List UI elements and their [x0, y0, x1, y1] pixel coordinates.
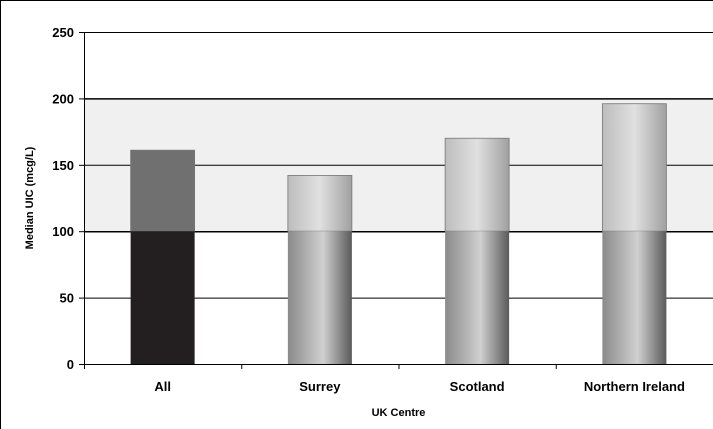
y-tick-label-200: 200 [52, 91, 74, 106]
bar-scotland-upper [444, 137, 510, 232]
y-tick-labels: 0 50 100 150 200 250 [52, 25, 74, 372]
y-tick-label-150: 150 [52, 158, 74, 173]
x-axis-title: UK Centre [372, 407, 426, 419]
bar-all-lower [130, 231, 195, 364]
bars [130, 103, 667, 364]
x-tick-label-northern-ireland: Northern Ireland [584, 379, 685, 394]
bar-surrey-upper [287, 175, 353, 232]
y-tick-label-50: 50 [60, 291, 74, 306]
axes [79, 32, 713, 369]
y-tick-label-0: 0 [67, 357, 74, 372]
bar-surrey-lower [287, 231, 352, 364]
x-tick-label-all: All [154, 379, 171, 394]
bar-scotland-lower [445, 231, 510, 364]
y-tick-label-100: 100 [52, 224, 74, 239]
y-axis-title: Median UIC (mcg/L) [24, 146, 36, 249]
x-tick-label-surrey: Surrey [299, 379, 341, 394]
bar-all-upper [130, 149, 196, 232]
bar-northern-ireland-upper [601, 103, 667, 232]
x-tick-label-scotland: Scotland [450, 379, 505, 394]
x-tick-labels: All Surrey Scotland Northern Ireland [154, 379, 685, 394]
bar-northern-ireland-lower [602, 231, 667, 364]
y-tick-label-250: 250 [52, 25, 74, 40]
